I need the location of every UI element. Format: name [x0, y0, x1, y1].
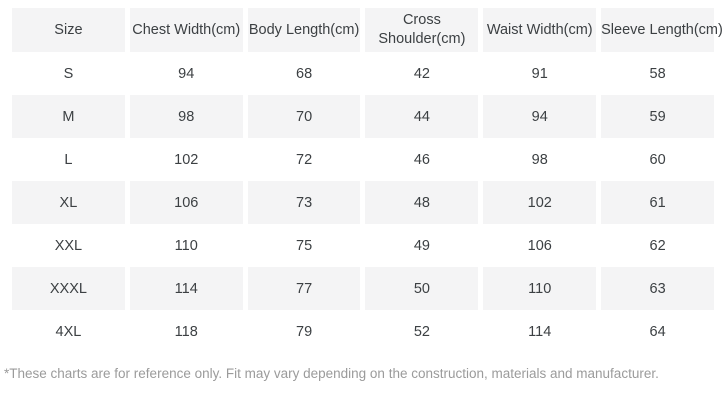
value-cell: 102 [129, 138, 243, 181]
table-row: XL 106 73 48 102 61 [12, 181, 714, 224]
value-cell: 114 [483, 310, 597, 353]
column-header-0: Size [12, 8, 125, 52]
value-cell: 102 [483, 181, 597, 224]
value-cell: 91 [483, 52, 597, 95]
value-cell: 75 [247, 224, 361, 267]
column-header-1: Chest Width(cm) [129, 8, 243, 52]
value-cell: 118 [129, 310, 243, 353]
value-cell: 52 [365, 310, 479, 353]
value-cell: 79 [247, 310, 361, 353]
size-chart-table: Size Chest Width(cm) Body Length(cm) Cross … [7, 8, 723, 353]
value-cell: 46 [365, 138, 479, 181]
value-cell: 110 [483, 267, 597, 310]
size-cell: L [12, 138, 125, 181]
value-cell: 70 [247, 95, 361, 138]
value-cell: 64 [601, 310, 714, 353]
column-header-2: Body Length(cm) [247, 8, 361, 52]
table-row: XXL 110 75 49 106 62 [12, 224, 714, 267]
column-header-5: Sleeve Length(cm) [601, 8, 723, 52]
table-row: XXXL 114 77 50 110 63 [12, 267, 714, 310]
table-row: 4XL 118 79 52 114 64 [12, 310, 714, 353]
size-cell: M [12, 95, 125, 138]
value-cell: 98 [483, 138, 597, 181]
value-cell: 114 [129, 267, 243, 310]
value-cell: 98 [129, 95, 243, 138]
size-cell: XXXL [12, 267, 125, 310]
size-cell: 4XL [12, 310, 125, 353]
header-row: Size Chest Width(cm) Body Length(cm) Cross … [12, 8, 723, 52]
value-cell: 42 [365, 52, 479, 95]
value-cell: 106 [129, 181, 243, 224]
table-row: M 98 70 44 94 59 [12, 95, 714, 138]
reference-note: *These charts are for reference only. Fi… [4, 366, 659, 381]
value-cell: 60 [601, 138, 714, 181]
table-row: S 94 68 42 91 58 [12, 52, 714, 95]
column-header-3: Cross Shoulder(cm) [365, 8, 479, 52]
value-cell: 58 [601, 52, 714, 95]
column-header-4: Waist Width(cm) [483, 8, 597, 52]
size-cell: S [12, 52, 125, 95]
value-cell: 68 [247, 52, 361, 95]
table-row: L 102 72 46 98 60 [12, 138, 714, 181]
value-cell: 44 [365, 95, 479, 138]
size-chart-body: S 94 68 42 91 58 M 98 70 44 94 59 L 102 72 46 98 60 XL 106 7… [12, 52, 714, 353]
value-cell: 63 [601, 267, 714, 310]
size-cell: XL [12, 181, 125, 224]
value-cell: 110 [129, 224, 243, 267]
value-cell: 59 [601, 95, 714, 138]
size-chart: Size Chest Width(cm) Body Length(cm) Cross … [0, 8, 726, 408]
value-cell: 48 [365, 181, 479, 224]
value-cell: 62 [601, 224, 714, 267]
size-cell: XXL [12, 224, 125, 267]
value-cell: 106 [483, 224, 597, 267]
value-cell: 50 [365, 267, 479, 310]
value-cell: 72 [247, 138, 361, 181]
value-cell: 77 [247, 267, 361, 310]
value-cell: 94 [483, 95, 597, 138]
value-cell: 61 [601, 181, 714, 224]
size-chart-header: Size Chest Width(cm) Body Length(cm) Cross … [12, 8, 723, 52]
value-cell: 49 [365, 224, 479, 267]
value-cell: 73 [247, 181, 361, 224]
value-cell: 94 [129, 52, 243, 95]
